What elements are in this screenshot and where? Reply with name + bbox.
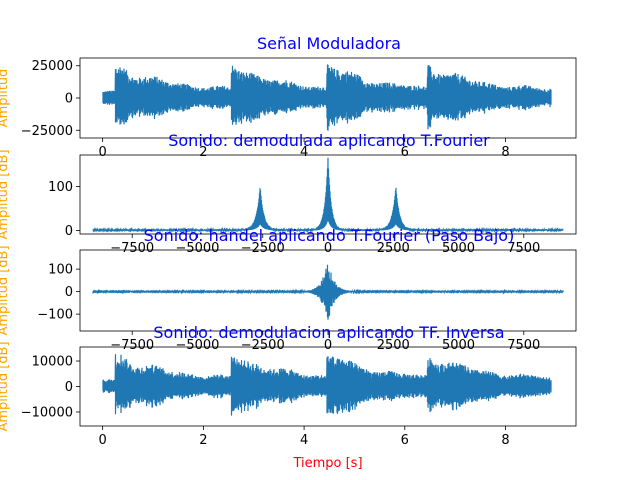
y-tick-label: 100: [48, 263, 73, 278]
x-tick-label: 2500: [377, 338, 410, 353]
x-tick-label: 0: [99, 433, 107, 448]
y-axis-label: Amplitud [dB]: [0, 341, 11, 431]
x-tick-label: 0: [324, 338, 332, 353]
y-tick-label: 25000: [32, 59, 73, 74]
x-tick-label: 0: [99, 145, 107, 160]
x-tick-label: 2: [199, 145, 207, 160]
series-line: [102, 64, 552, 131]
subplot-title: Sonido: demodulacion aplicando TF. Inver…: [153, 323, 504, 342]
x-axis-label: Tiempo [s]: [292, 456, 362, 471]
x-tick-label: −7500: [110, 338, 154, 353]
x-tick-label: −5000: [175, 241, 219, 256]
series-line: [92, 264, 564, 320]
x-tick-label: 8: [501, 145, 509, 160]
x-tick-label: 6: [401, 145, 409, 160]
x-tick-label: −2500: [241, 241, 285, 256]
y-tick-label: 100: [48, 180, 73, 195]
x-tick-label: 7500: [507, 241, 540, 256]
series-line: [102, 354, 552, 416]
y-axis-label: Amplitud [dB]: [0, 149, 11, 239]
y-axis-label: Amplitud [dB]: [0, 245, 11, 335]
subplot-title: Señal Moduladora: [257, 34, 401, 53]
x-tick-label: 8: [501, 433, 509, 448]
subplot-title: Sonido: handel aplicando T.Fourier (Paso…: [144, 226, 515, 245]
x-tick-label: 2: [199, 433, 207, 448]
y-axis-label: Amplitud: [0, 69, 11, 128]
x-tick-label: 7500: [507, 338, 540, 353]
series-line: [92, 157, 564, 233]
x-tick-label: −7500: [110, 241, 154, 256]
y-tick-label: −10000: [21, 405, 73, 420]
y-tick-label: 10000: [32, 355, 73, 370]
x-tick-label: −2500: [241, 338, 285, 353]
x-tick-label: 2500: [377, 241, 410, 256]
subplot-title: Sonido: demodulada aplicando T.Fourier: [168, 131, 490, 150]
x-tick-label: 5000: [442, 338, 475, 353]
y-tick-label: 0: [65, 224, 73, 239]
x-tick-label: 6: [401, 433, 409, 448]
x-tick-label: 5000: [442, 241, 475, 256]
y-tick-label: 0: [65, 285, 73, 300]
x-tick-label: −5000: [175, 338, 219, 353]
subplot-4: −10000 0 10000 0 2 4 6 8 Sonido: demodulacion ap…: [0, 323, 577, 471]
x-tick-label: 0: [324, 241, 332, 256]
y-tick-label: −100: [37, 308, 73, 323]
y-tick-label: −25000: [21, 124, 73, 139]
x-tick-label: 4: [300, 145, 308, 160]
subplot-1: −25000 0 25000 0 2 4 6 8 Señal Moduladora Amplitu…: [0, 34, 577, 160]
y-tick-label: 0: [65, 92, 73, 107]
x-tick-label: 4: [300, 433, 308, 448]
y-tick-label: 0: [65, 380, 73, 395]
